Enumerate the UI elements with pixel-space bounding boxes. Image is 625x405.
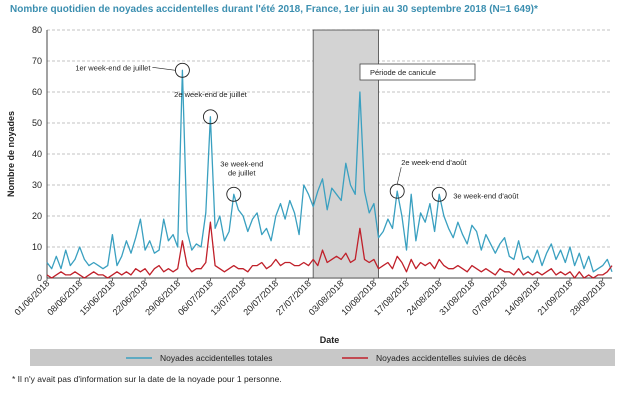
y-tick-label: 80 bbox=[32, 25, 42, 35]
y-tick-label: 20 bbox=[32, 211, 42, 221]
annotation-label: 2e week-end d'août bbox=[401, 158, 467, 167]
chart-title: Nombre quotidien de noyades accidentelle… bbox=[10, 4, 538, 15]
legend-background bbox=[30, 349, 615, 366]
series-line-deces bbox=[46, 221, 613, 279]
y-tick-label: 60 bbox=[32, 87, 42, 97]
annotation-circle bbox=[226, 186, 242, 202]
series-lines bbox=[46, 69, 613, 279]
annotations: 1er week-end de juillet 2e week-end de ju… bbox=[75, 62, 519, 202]
heatwave-label-group: Période de canicule bbox=[359, 63, 476, 81]
x-axis-ticks: 01/06/201808/06/201815/06/201822/06/2018… bbox=[12, 278, 607, 317]
legend: Noyades accidentelles totales Noyades ac… bbox=[30, 349, 615, 366]
y-tick-label: 0 bbox=[37, 273, 42, 283]
annotation-label: 2e week-end de juillet bbox=[174, 90, 247, 99]
legend-label-totales: Noyades accidentelles totales bbox=[160, 353, 272, 363]
heatwave-label: Période de canicule bbox=[370, 68, 436, 77]
annotation-label: de juillet bbox=[228, 168, 256, 177]
annotation-label: 3e week-end d'août bbox=[453, 191, 519, 200]
y-tick-label: 10 bbox=[32, 242, 42, 252]
annotation-label: 1er week-end de juillet bbox=[75, 63, 151, 72]
annotation-connector bbox=[396, 167, 402, 185]
annotation-label: 3e week-end bbox=[220, 159, 263, 168]
annotation-circle bbox=[431, 186, 447, 202]
series-line-totales bbox=[46, 69, 613, 273]
footnote: * Il n'y avait pas d'information sur la … bbox=[12, 374, 282, 384]
legend-label-deces: Noyades accidentelles suivies de décès bbox=[376, 353, 526, 363]
annotation-circle bbox=[202, 109, 218, 125]
y-tick-label: 70 bbox=[32, 56, 42, 66]
y-tick-label: 30 bbox=[32, 180, 42, 190]
y-tick-label: 50 bbox=[32, 118, 42, 128]
y-axis-ticks: 0 10 20 30 40 50 60 70 80 bbox=[32, 25, 42, 283]
annotation-connector bbox=[152, 67, 176, 71]
heatwave-label-box bbox=[359, 63, 476, 81]
x-axis-label: Date bbox=[320, 335, 340, 345]
y-axis-label: Nombre de noyades bbox=[6, 111, 16, 197]
x-tick-label: 28/09/2018 bbox=[568, 278, 607, 317]
y-tick-label: 40 bbox=[32, 149, 42, 159]
